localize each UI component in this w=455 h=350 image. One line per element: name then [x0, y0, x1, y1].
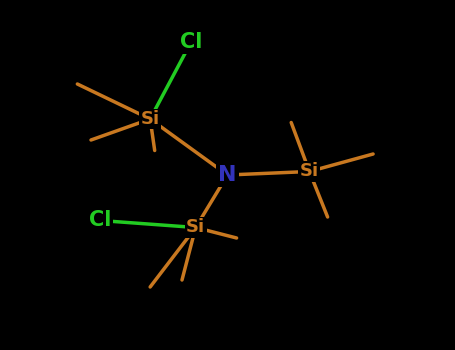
Text: Si: Si	[300, 162, 319, 181]
Text: Si: Si	[141, 110, 160, 128]
Text: N: N	[218, 165, 237, 185]
Text: Cl: Cl	[89, 210, 111, 231]
Text: Si: Si	[186, 218, 205, 237]
Text: Cl: Cl	[180, 32, 202, 52]
